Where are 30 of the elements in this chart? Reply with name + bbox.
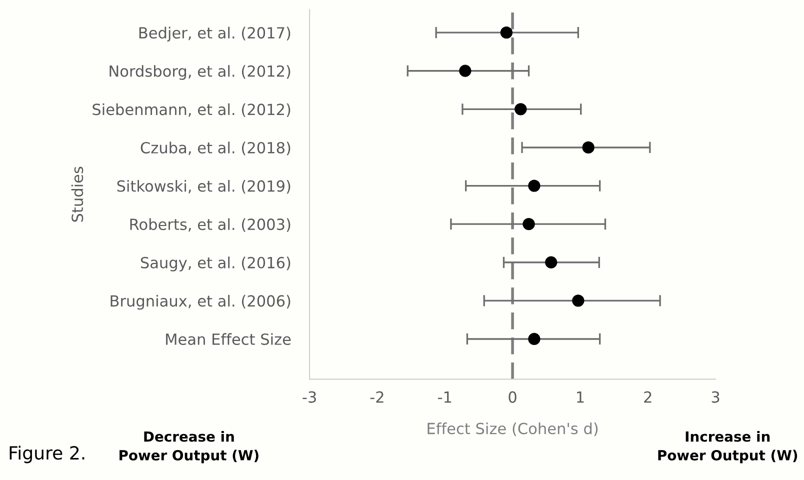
caption: Figure 2. [10,446,84,464]
point [572,294,584,307]
text: Increase in Power Output (W) [658,431,798,464]
point [582,141,594,154]
point [514,103,527,116]
text: Decrease in Power Output (W) [120,431,258,464]
y-tick-label: Sitkowski, et al. (2019) [117,180,290,194]
y-tick-label: Roberts, et al. (2003) [130,218,290,232]
point [459,64,472,77]
x-tick-label: 0 [508,391,516,403]
x-tick-label: 1 [577,391,584,403]
point [522,218,535,230]
y-tick-label: Brugniaux, et al. (2006) [110,294,290,310]
y-axis-title: Studies [71,166,84,222]
y-tick-label: Mean Effect Size [166,333,291,346]
x-axis-title: Effect Size (Cohen's d) [428,422,598,436]
y-tick-label: Saugy, et al. (2016) [140,256,290,272]
y-tick-label: Czuba, et al. (2018) [140,142,290,156]
y-tick-label: Siebenmann, et al. (2012) [92,103,290,117]
x-tick-label: -1 [438,391,452,403]
x-tick-label: 2 [644,391,652,403]
y-tick-label: Nordsborg, et al. (2012) [110,65,290,80]
point [528,332,540,346]
point [500,26,513,39]
x-tick-label: -3 [302,391,316,403]
y-tick-label: Bedjer, et al. (2017) [139,26,290,42]
x-tick-label: -2 [370,391,384,403]
x-tick-label: 3 [712,391,720,403]
point [528,180,540,192]
point [545,256,558,268]
